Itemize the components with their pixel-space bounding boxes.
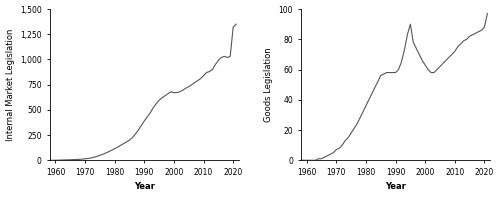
X-axis label: Year: Year: [134, 182, 154, 191]
Y-axis label: Internal Market Legislation: Internal Market Legislation: [6, 28, 15, 141]
X-axis label: Year: Year: [385, 182, 406, 191]
Y-axis label: Goods Legislation: Goods Legislation: [264, 47, 273, 122]
